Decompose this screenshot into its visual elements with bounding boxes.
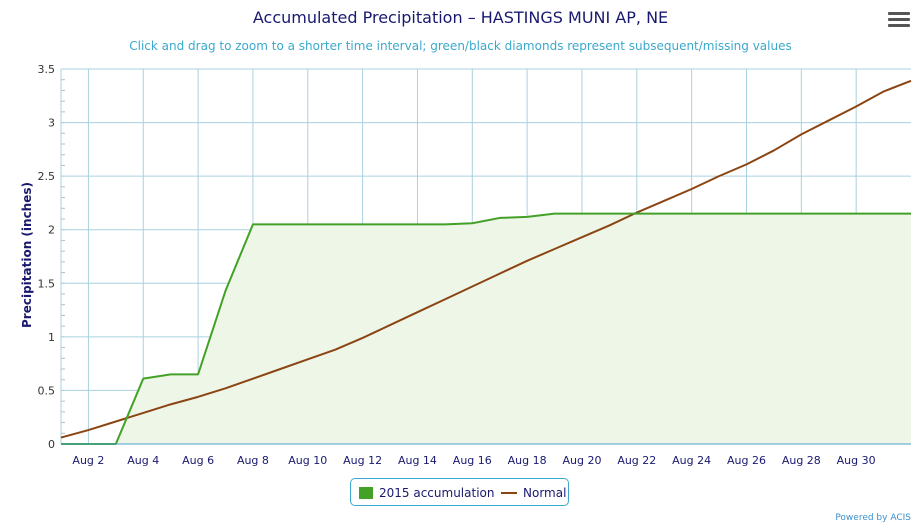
legend-swatch-accumulation: [359, 487, 373, 499]
legend-item-normal[interactable]: Normal: [501, 486, 566, 500]
x-tick-label: Aug 6: [182, 454, 214, 467]
x-tick-label: Aug 14: [398, 454, 437, 467]
x-tick-label: Aug 24: [672, 454, 711, 467]
x-tick-label: Aug 10: [288, 454, 327, 467]
legend-label-normal: Normal: [523, 486, 567, 500]
x-tick-labels: Aug 2 Aug 4 Aug 6 Aug 8 Aug 10 Aug 12 Aug 14 Au…: [72, 454, 875, 467]
x-tick-label: Aug 30: [837, 454, 876, 467]
x-tick-label: Aug 22: [617, 454, 656, 467]
x-tick-label: Aug 4: [127, 454, 159, 467]
x-tick-label: Aug 20: [562, 454, 601, 467]
legend-item-accumulation[interactable]: 2015 accumulation: [359, 486, 494, 500]
x-tick-label: Aug 2: [72, 454, 104, 467]
y-tick-label: 2: [48, 224, 55, 237]
powered-by-link[interactable]: Powered by ACIS: [835, 513, 911, 523]
chart-title: Accumulated Precipitation – HASTINGS MUN…: [252, 8, 669, 27]
y-tick-label: 1: [48, 331, 55, 344]
legend-swatch-normal: [501, 492, 517, 494]
y-tick-label: 0: [48, 438, 55, 451]
accumulation-area: [61, 213, 911, 444]
y-tick-label: 2.5: [38, 170, 56, 183]
x-tick-label: Aug 28: [782, 454, 821, 467]
menu-icon[interactable]: [888, 12, 910, 32]
y-tick-label: 3: [48, 117, 55, 130]
y-axis-title: Precipitation (inches): [20, 182, 34, 328]
accumulation-line: [61, 212, 911, 445]
y-tick-label: 3.5: [38, 63, 56, 76]
x-tick-label: Aug 8: [237, 454, 269, 467]
x-tick-label: Aug 16: [453, 454, 492, 467]
x-tick-label: Aug 26: [727, 454, 766, 467]
legend: 2015 accumulation Normal: [350, 478, 569, 506]
x-tick-label: Aug 12: [343, 454, 382, 467]
y-tick-label: 0.5: [38, 384, 56, 397]
series-layer: [60, 79, 912, 445]
chart-subtitle: Click and drag to zoom to a shorter time…: [129, 39, 792, 53]
y-tick-label: 1.5: [38, 277, 56, 290]
x-tick-label: Aug 18: [508, 454, 547, 467]
legend-label-accumulation: 2015 accumulation: [379, 486, 495, 500]
y-tick-labels: 0 0.5 1 1.5 2 2.5 3 3.5: [38, 63, 56, 451]
normal-line: [60, 79, 912, 439]
